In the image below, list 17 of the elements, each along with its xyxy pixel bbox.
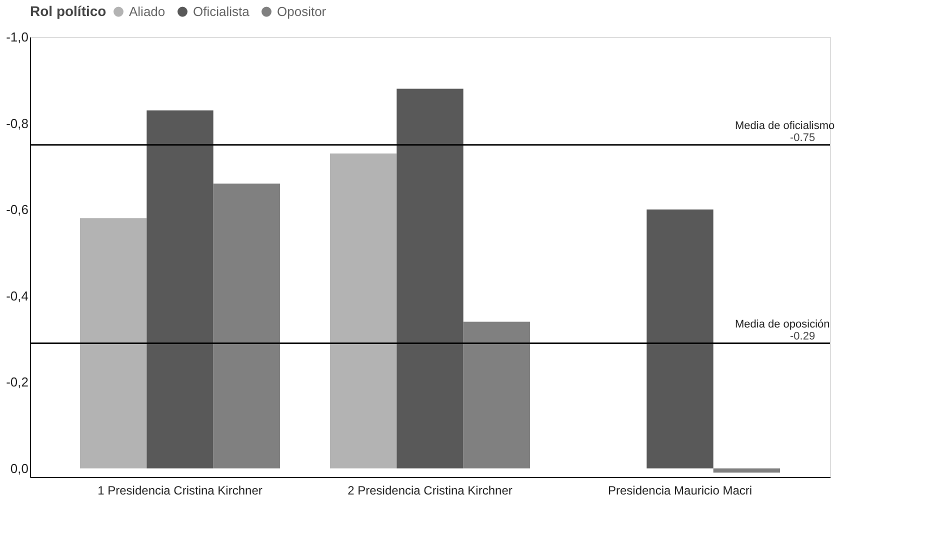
- x-tick-label: 2 Presidencia Cristina Kirchner: [348, 484, 512, 498]
- y-tick-label: -0,4: [6, 288, 28, 304]
- annotation: -0.29: [790, 330, 816, 342]
- legend-label: Aliado: [129, 4, 166, 19]
- legend-label: Opositor: [277, 4, 327, 19]
- ref-line-label: Media de oposición: [735, 318, 830, 330]
- annotation: -0.75: [790, 132, 816, 144]
- y-tick-label: -1,0: [6, 30, 28, 44]
- legend-label: Oficialista: [193, 4, 250, 19]
- legend-title: Rol político: [30, 3, 106, 19]
- y-tick-label: 0,0: [10, 460, 28, 476]
- x-tick-label: 1 Presidencia Cristina Kirchner: [98, 484, 262, 498]
- y-tick-label: -0,6: [6, 202, 28, 218]
- y-tick-label: -0,2: [6, 374, 28, 390]
- ref-line-label: Media de oficialismo: [735, 120, 835, 132]
- y-tick-label: -0,8: [6, 116, 28, 131]
- x-tick-label: Presidencia Mauricio Macri: [608, 484, 752, 498]
